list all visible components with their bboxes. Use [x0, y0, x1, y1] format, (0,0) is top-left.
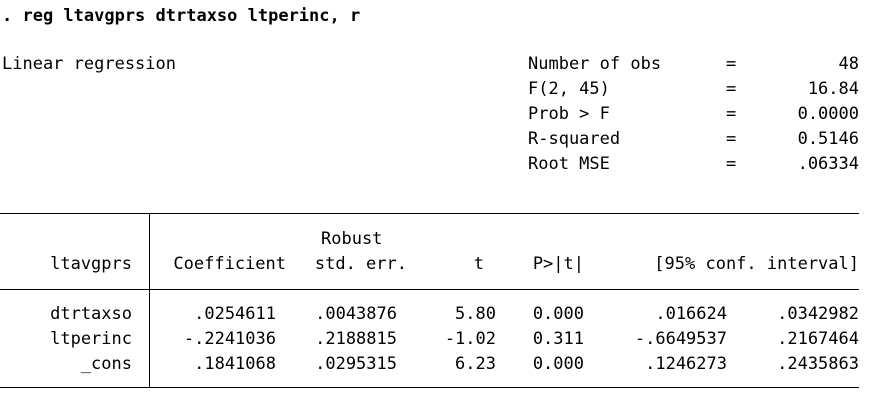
- stat-value-probf: 0.0000: [797, 104, 859, 124]
- command-line: . reg ltavgprs dtrtaxso ltperinc, r: [2, 6, 361, 26]
- row-se: .0295315: [315, 354, 397, 374]
- table-column-divider: [149, 213, 150, 388]
- stat-label-r2: R-squared: [528, 129, 621, 149]
- stat-eq-r2: =: [726, 129, 737, 149]
- stat-eq-f: =: [726, 79, 737, 99]
- header-coef: Coefficient: [173, 254, 286, 274]
- row-coef: .0254611: [194, 304, 276, 324]
- stat-eq-rmse: =: [726, 154, 737, 174]
- stat-eq-nobs: =: [726, 54, 737, 74]
- table-bottom-rule: [0, 387, 859, 388]
- row-se: .0043876: [315, 304, 397, 324]
- row-p: 0.000: [532, 354, 584, 374]
- header-se: std. err.: [314, 254, 407, 274]
- header-t: t: [473, 254, 484, 274]
- header-p: P>|t|: [532, 254, 584, 274]
- header-ci: [95% conf. interval]: [654, 254, 859, 274]
- row-coef: -.2241036: [183, 329, 276, 349]
- row-ci-upper: .2167464: [777, 329, 859, 349]
- row-se: .2188815: [315, 329, 397, 349]
- row-ci-upper: .0342982: [777, 304, 859, 324]
- model-title: Linear regression: [2, 54, 176, 74]
- stat-label-nobs: Number of obs: [528, 54, 662, 74]
- row-p: 0.311: [532, 329, 584, 349]
- row-coef: .1841068: [194, 354, 276, 374]
- row-ci-lower: .016624: [655, 304, 727, 324]
- row-var: ltperinc: [50, 329, 132, 349]
- stat-eq-probf: =: [726, 104, 737, 124]
- table-header-rule: [0, 289, 859, 290]
- stat-label-probf: Prob > F: [528, 104, 610, 124]
- stat-label-rmse: Root MSE: [528, 154, 610, 174]
- row-var: dtrtaxso: [50, 304, 132, 324]
- row-t: 5.80: [455, 304, 496, 324]
- header-robust: Robust: [321, 229, 383, 249]
- stat-label-f: F(2, 45): [528, 79, 610, 99]
- row-t: 6.23: [455, 354, 496, 374]
- row-ci-lower: -.6649537: [634, 329, 727, 349]
- stat-value-nobs: 48: [838, 54, 859, 74]
- stat-value-r2: 0.5146: [797, 129, 859, 149]
- header-depvar: ltavgprs: [50, 254, 132, 274]
- row-p: 0.000: [532, 304, 584, 324]
- row-t: -1.02: [444, 329, 496, 349]
- stat-value-rmse: .06334: [797, 154, 859, 174]
- row-var: _cons: [80, 354, 132, 374]
- table-top-rule: [0, 213, 859, 214]
- row-ci-lower: .1246273: [645, 354, 727, 374]
- row-ci-upper: .2435863: [777, 354, 859, 374]
- stat-value-f: 16.84: [807, 79, 859, 99]
